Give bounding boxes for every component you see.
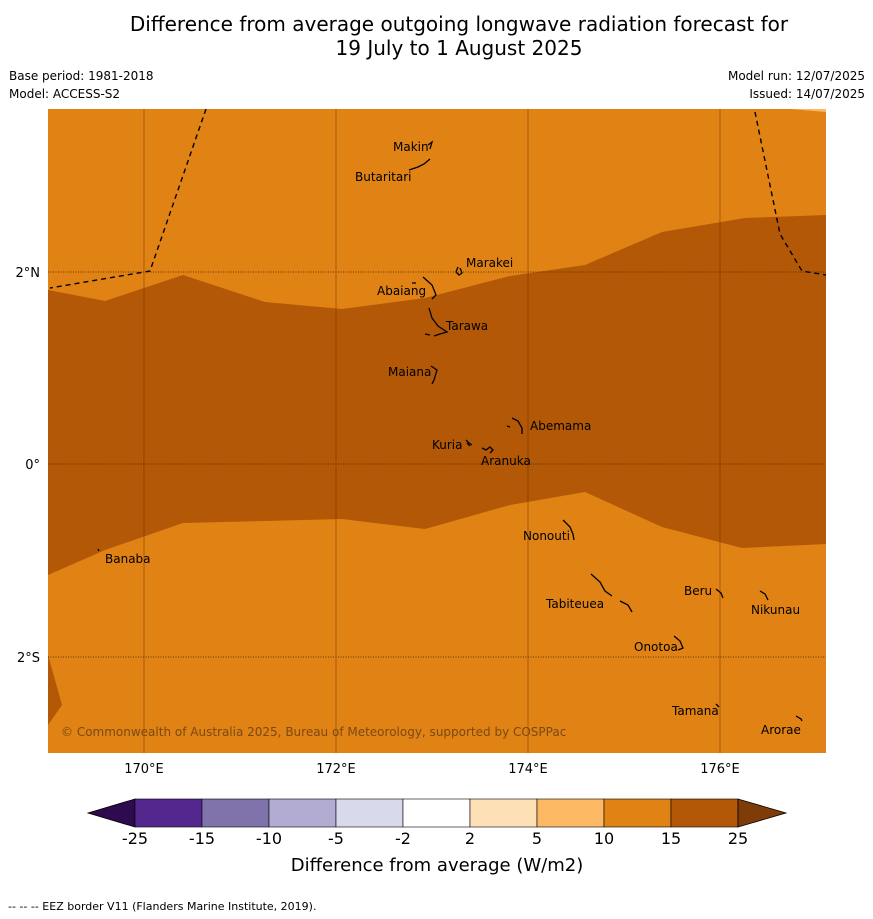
colorbar-tick-label: -15 (189, 829, 215, 848)
island-outlines (97, 140, 803, 722)
map-title: Difference from average outgoing longwav… (0, 12, 873, 60)
colorbar-tick-label: 25 (728, 829, 748, 848)
colorbar-tick-label: -2 (395, 829, 411, 848)
colorbar-segment (670, 798, 739, 828)
eez-borders (49, 109, 826, 289)
colorbar-tick-label: -5 (328, 829, 344, 848)
island-kuria (465, 439, 473, 447)
colorbar: -25 -15 -10 -5 -2 2 5 10 15 25 Difference from av… (86, 798, 788, 876)
latitude-labels: 2°N 0° 2°S (16, 266, 41, 666)
label-aranuka: Aranuka (481, 454, 531, 468)
island-tarawa (424, 307, 449, 337)
label-kuria: Kuria (432, 438, 463, 452)
anomaly-band-5-10-corner (790, 109, 826, 112)
label-onotoa: Onotoa (634, 640, 678, 654)
title-line-1: Difference from average outgoing longwav… (129, 12, 789, 36)
model-name: Model: ACCESS-S2 (9, 87, 121, 101)
colorbar-extend-high (737, 798, 788, 828)
label-butaritari: Butaritari (355, 170, 412, 184)
island-onotoa (673, 635, 684, 651)
colorbar-tick-label: 5 (532, 829, 542, 848)
gridlines (143, 109, 721, 753)
island-nikunau (759, 590, 769, 601)
lon-label-176e: 176°E (700, 762, 740, 777)
lat-label-0: 0° (25, 458, 40, 473)
label-nikunau: Nikunau (751, 603, 800, 617)
colorbar-segment (268, 798, 337, 828)
title-line-2: 19 July to 1 August 2025 (335, 36, 583, 60)
label-maiana: Maiana (388, 365, 431, 379)
eez-border-west (49, 109, 207, 289)
colorbar-label: Difference from average (W/m2) (291, 855, 583, 876)
island-abaiang (412, 276, 437, 300)
model-run: Model run: 12/07/2025 (727, 69, 865, 83)
island-makin (427, 140, 434, 150)
label-tabiteuea: Tabiteuea (545, 597, 604, 611)
island-nonouti (562, 519, 575, 541)
island-arorae (795, 715, 803, 722)
colorbar-segment (469, 798, 538, 828)
label-marakei: Marakei (466, 256, 513, 270)
colorbar-tick-label: -10 (256, 829, 282, 848)
label-abaiang: Abaiang (377, 284, 426, 298)
label-abemama: Abemama (530, 419, 591, 433)
lon-label-170e: 170°E (124, 762, 164, 777)
eez-border-east (754, 111, 826, 276)
lat-label-2s: 2°S (17, 651, 40, 666)
colorbar-segment (402, 798, 471, 828)
lat-gridlines (48, 271, 826, 658)
island-marakei (455, 266, 463, 276)
longitude-labels: 170°E 172°E 174°E 176°E (124, 762, 740, 777)
meta-right: Model run: 12/07/2025 Issued: 14/07/2025 (728, 69, 865, 105)
island-banaba (97, 548, 100, 552)
label-makin: Makin (393, 140, 429, 154)
meta-left: Base period: 1981-2018 Model: ACCESS-S2 (9, 69, 154, 105)
base-period: Base period: 1981-2018 (9, 69, 154, 83)
colorbar-tick-label: 2 (465, 829, 475, 848)
anomaly-band-15-25 (48, 215, 826, 575)
island-butaritari (408, 158, 431, 171)
colorbar-segment (201, 798, 270, 828)
colorbar-tick-label: 15 (661, 829, 681, 848)
map-panel: Makin Butaritari Marakei Abaiang Tarawa … (48, 109, 826, 753)
colorbar-extend-low (86, 798, 136, 828)
island-aranuka (481, 446, 494, 454)
copyright-notice: © Commonwealth of Australia 2025, Bureau… (61, 725, 566, 739)
colorbar-segments (134, 798, 739, 828)
label-banaba: Banaba (105, 552, 151, 566)
colorbar-segment (536, 798, 605, 828)
label-tarawa: Tarawa (445, 319, 488, 333)
island-tamana (715, 703, 720, 708)
colorbar-segment (134, 798, 203, 828)
island-tabiteuea (590, 573, 633, 613)
label-tamana: Tamana (671, 704, 719, 718)
colorbar-tick-label: 10 (594, 829, 614, 848)
label-nonouti: Nonouti (523, 529, 570, 543)
island-abemama (506, 417, 523, 434)
colorbar-segment (335, 798, 404, 828)
eez-footnote: -- -- -- EEZ border V11 (Flanders Marine… (8, 900, 317, 913)
anomaly-band-15-25-corner (48, 655, 62, 725)
lat-label-2n: 2°N (16, 266, 41, 281)
colorbar-tick-label: -25 (122, 829, 148, 848)
colorbar-segment (603, 798, 672, 828)
island-beru (715, 588, 724, 599)
issued-date: Issued: 14/07/2025 (749, 87, 865, 101)
island-maiana (430, 365, 438, 385)
label-beru: Beru (684, 584, 712, 598)
label-arorae: Arorae (761, 723, 801, 737)
lon-label-172e: 172°E (316, 762, 356, 777)
lon-label-174e: 174°E (508, 762, 548, 777)
place-labels: Makin Butaritari Marakei Abaiang Tarawa … (105, 140, 801, 737)
colorbar-ticks: -25 -15 -10 -5 -2 2 5 10 15 25 (122, 829, 748, 848)
